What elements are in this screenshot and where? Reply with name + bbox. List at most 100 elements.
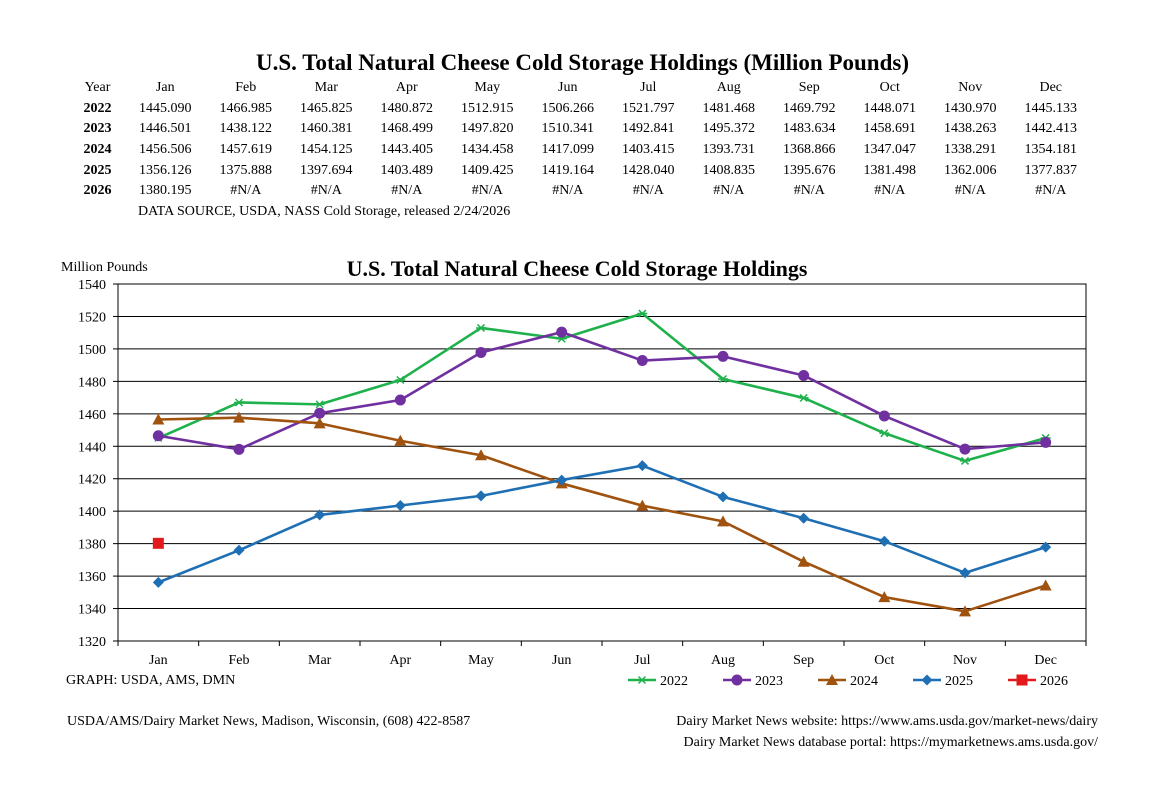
x-tick-label: Apr (389, 653, 411, 668)
table-cell: 1446.501 (139, 121, 192, 137)
month-header: Apr (395, 80, 418, 96)
plot-area (117, 283, 1087, 642)
table-cell: 1510.341 (541, 121, 595, 137)
data-point (233, 443, 245, 455)
table-cell: 1408.835 (702, 162, 756, 178)
month-header: Jul (640, 80, 657, 96)
table-cell: 1347.047 (863, 142, 917, 158)
legend-label: 2022 (660, 674, 688, 689)
data-point (313, 417, 326, 429)
legend-item-2026: 2026 (1008, 674, 1068, 689)
legend-label: 2026 (1040, 674, 1068, 689)
table-cell: 1466.985 (219, 100, 273, 116)
data-point (798, 369, 810, 381)
graph-credit: GRAPH: USDA, AMS, DMN (66, 673, 236, 688)
table-cell: 1483.634 (783, 121, 836, 137)
table-cell: 1506.266 (541, 100, 595, 116)
y-tick-label: 1360 (78, 570, 106, 585)
table-cell: 1445.133 (1024, 100, 1078, 116)
x-tick-label: Aug (711, 653, 735, 668)
data-point (394, 500, 406, 512)
table-cell: 1497.820 (461, 121, 514, 137)
y-tick-label: 1380 (78, 538, 106, 553)
legend-item-2024: 2024 (818, 674, 878, 689)
data-point (1040, 436, 1052, 448)
month-header: Oct (879, 80, 900, 96)
table-cell: #N/A (1035, 183, 1067, 199)
table-title: U.S. Total Natural Cheese Cold Storage H… (255, 50, 910, 75)
legend-label: 2025 (945, 674, 973, 689)
x-tick-label: Oct (874, 653, 894, 668)
table-cell: 1403.489 (380, 162, 434, 178)
table-row: 2026 1380.195 #N/A #N/A #N/A #N/A #N/A #N/A #N/A… (70, 181, 1091, 202)
data-point (636, 460, 648, 472)
month-header: Jan (155, 80, 175, 96)
table-cell: 1403.415 (622, 142, 675, 158)
data-point (731, 674, 743, 686)
table-row: 2025 1356.126 1375.888 1397.694 1403.489 1409… (70, 160, 1091, 181)
data-point (879, 429, 890, 438)
month-header: Feb (235, 80, 257, 96)
table-cell: 1375.888 (219, 162, 273, 178)
data-point (960, 456, 970, 465)
data-point (1016, 674, 1028, 686)
x-tick-labels: Jan Feb Mar Apr May Jun Jul Aug Sep Oct Nov Dec (149, 653, 1057, 668)
month-header: May (474, 80, 501, 96)
table-header-row: Year Jan Feb Mar Apr May Jun Jul Aug Sep… (70, 78, 1091, 99)
y-tick-label: 1420 (78, 473, 106, 488)
series-line (158, 416, 1047, 613)
series-lines (152, 309, 1052, 617)
series-2025 (152, 460, 1052, 588)
table-cell: 1458.691 (863, 121, 917, 137)
table-cell: #N/A (230, 183, 262, 199)
table-cell: 1468.499 (380, 121, 434, 137)
table-cell: #N/A (874, 183, 906, 199)
data-point (152, 576, 164, 588)
month-header: Sep (798, 80, 820, 96)
x-tick-label: Mar (308, 653, 332, 668)
data-point (959, 567, 971, 579)
y-tick-label: 1500 (78, 343, 106, 358)
table-cell: 1438.263 (944, 121, 997, 137)
table-body: 2022 1445.090 1466.985 1465.825 1480.872 1512… (70, 99, 1091, 202)
table-cell: #N/A (310, 183, 342, 199)
data-point (959, 443, 971, 455)
row-year: 2024 (83, 142, 112, 158)
row-year: 2026 (83, 183, 112, 199)
data-point (394, 434, 407, 446)
series-line (158, 330, 1046, 451)
series-2022 (153, 309, 1051, 465)
table-cell: 1443.405 (380, 142, 434, 158)
data-point (717, 491, 729, 503)
table-cell: 1448.071 (863, 100, 917, 116)
data-point (878, 410, 890, 422)
legend-item-2022: 2022 (628, 674, 688, 689)
y-tick-label: 1540 (78, 278, 106, 293)
table-cell: 1456.506 (139, 142, 192, 158)
table-cell: 1480.872 (380, 100, 434, 116)
table-cell: #N/A (713, 183, 745, 199)
table-cell: 1512.915 (461, 100, 514, 116)
data-point (475, 449, 487, 461)
data-point (314, 400, 325, 409)
table-cell: 1481.468 (702, 100, 756, 116)
table-cell: 1356.126 (139, 162, 192, 178)
x-tick-label: Feb (229, 653, 250, 668)
data-point (717, 350, 729, 362)
data-point (959, 605, 971, 617)
x-tick-label: Jan (149, 653, 168, 668)
x-tick-label: Sep (793, 653, 814, 668)
table-cell: 1395.676 (783, 162, 836, 178)
data-point (556, 326, 568, 338)
data-point (394, 394, 406, 406)
data-source-note: DATA SOURCE, USDA, NASS Cold Storage, re… (138, 204, 511, 219)
table-row: 2023 1446.501 1438.122 1460.381 1468.499 1497… (70, 119, 1091, 140)
data-point (314, 509, 326, 521)
gridlines (113, 283, 1087, 646)
legend-label: 2023 (755, 674, 783, 689)
x-tick-label: Nov (953, 653, 977, 668)
series-line (157, 464, 1047, 584)
table-cell: 1521.797 (622, 100, 675, 116)
y-tick-label: 1400 (78, 505, 106, 520)
